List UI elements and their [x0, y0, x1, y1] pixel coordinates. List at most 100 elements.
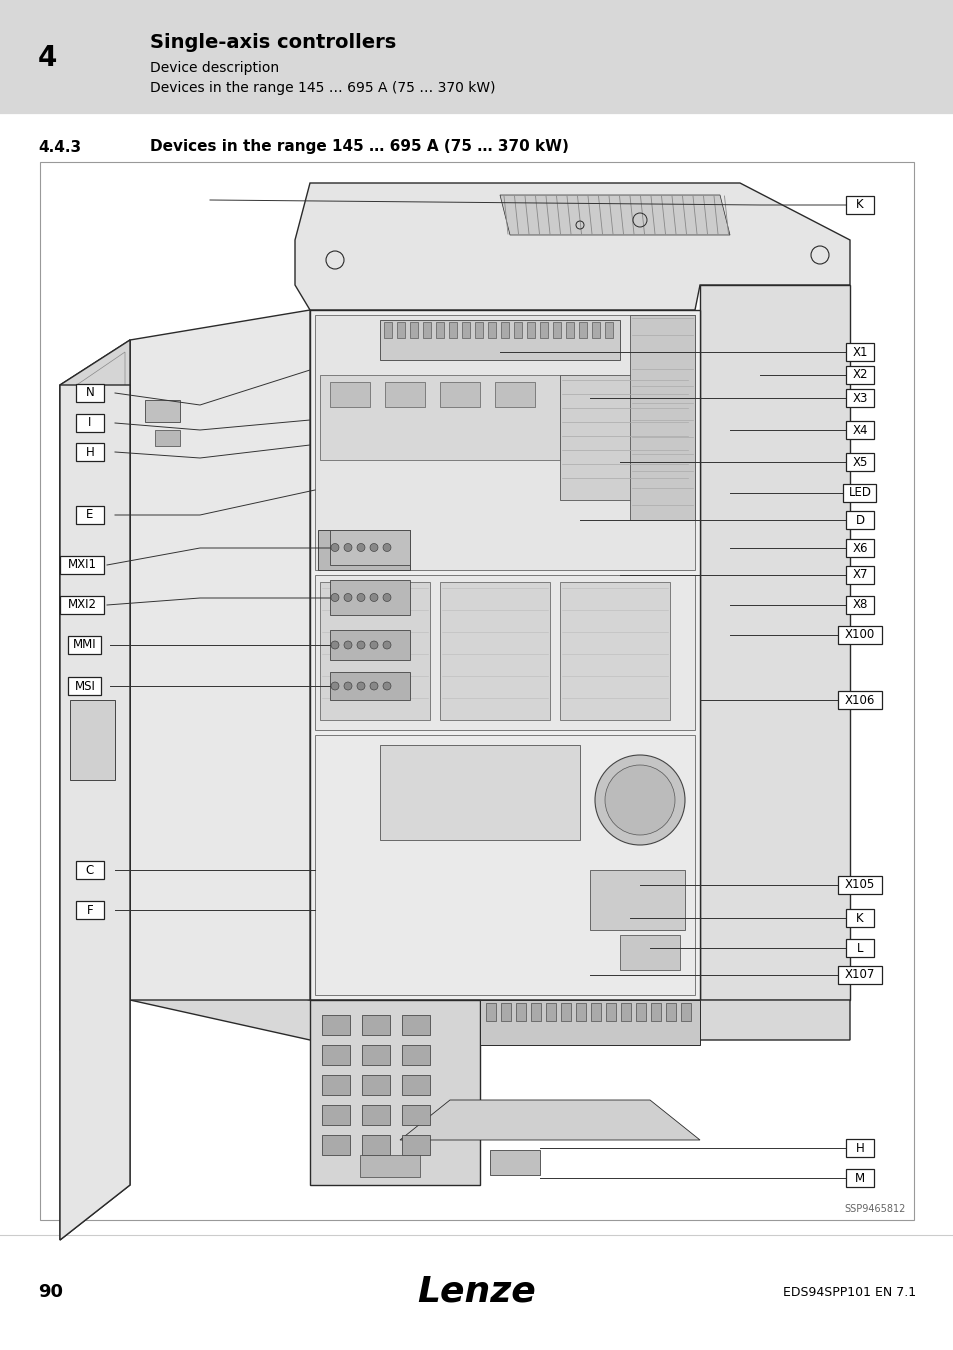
Polygon shape — [310, 1000, 479, 1185]
Bar — [322, 1075, 350, 1095]
Bar — [322, 1106, 350, 1125]
Bar — [361, 1015, 390, 1035]
Bar — [485, 1003, 496, 1021]
Text: SSP9465812: SSP9465812 — [843, 1204, 905, 1214]
Text: EDS94SPP101 EN 7.1: EDS94SPP101 EN 7.1 — [782, 1285, 915, 1299]
Polygon shape — [60, 340, 130, 1050]
Bar — [40, 162, 913, 1220]
Bar — [620, 1003, 630, 1021]
Circle shape — [370, 544, 377, 552]
Circle shape — [331, 544, 338, 552]
Polygon shape — [314, 315, 695, 570]
Polygon shape — [589, 869, 684, 930]
Bar — [845, 1139, 873, 1157]
Bar — [845, 389, 873, 406]
Circle shape — [344, 682, 352, 690]
Bar — [60, 595, 104, 614]
Text: Single-axis controllers: Single-axis controllers — [150, 32, 395, 51]
Bar — [845, 1169, 873, 1187]
Bar — [488, 323, 496, 338]
Text: X105: X105 — [844, 879, 874, 891]
Polygon shape — [60, 1000, 130, 1241]
Text: LED: LED — [847, 486, 871, 500]
Bar — [514, 323, 521, 338]
Text: E: E — [86, 509, 93, 521]
Bar — [359, 1156, 419, 1177]
Bar — [500, 1003, 511, 1021]
Text: H: H — [855, 1142, 863, 1154]
Polygon shape — [499, 194, 729, 235]
Circle shape — [382, 641, 391, 649]
Text: 4: 4 — [38, 45, 57, 72]
Bar — [385, 382, 424, 406]
Bar — [396, 323, 405, 338]
Polygon shape — [130, 310, 310, 1000]
Bar — [76, 414, 104, 432]
Text: K: K — [855, 911, 862, 925]
Polygon shape — [399, 1100, 700, 1139]
Bar — [436, 323, 443, 338]
Text: K: K — [855, 198, 862, 212]
Text: L: L — [856, 941, 862, 954]
Bar — [422, 323, 431, 338]
Circle shape — [370, 594, 377, 602]
Bar — [604, 323, 613, 338]
Polygon shape — [559, 375, 689, 500]
Bar — [553, 323, 560, 338]
Text: M: M — [854, 1172, 864, 1184]
Circle shape — [370, 641, 377, 649]
Bar — [845, 539, 873, 558]
Bar — [330, 382, 370, 406]
Bar — [330, 531, 410, 566]
Circle shape — [356, 682, 365, 690]
Text: X7: X7 — [851, 568, 867, 582]
Circle shape — [356, 641, 365, 649]
Bar — [0, 115, 953, 1235]
Text: X8: X8 — [851, 598, 867, 612]
Bar — [650, 1003, 660, 1021]
Bar — [361, 1045, 390, 1065]
Polygon shape — [319, 582, 430, 720]
Bar — [461, 323, 470, 338]
Bar — [560, 1003, 571, 1021]
Bar — [845, 366, 873, 383]
Circle shape — [331, 594, 338, 602]
Circle shape — [382, 594, 391, 602]
Bar — [495, 382, 535, 406]
Bar — [69, 676, 101, 695]
Bar — [76, 506, 104, 524]
Circle shape — [370, 682, 377, 690]
Bar — [439, 382, 479, 406]
Polygon shape — [317, 531, 410, 570]
Polygon shape — [130, 960, 849, 1040]
Bar — [539, 323, 547, 338]
Bar — [475, 323, 482, 338]
Text: Devices in the range 145 … 695 A (75 … 370 kW): Devices in the range 145 … 695 A (75 … 3… — [150, 81, 495, 95]
Bar — [401, 1015, 430, 1035]
Bar — [500, 323, 509, 338]
Bar — [401, 1106, 430, 1125]
Bar — [845, 512, 873, 529]
Text: X6: X6 — [851, 541, 867, 555]
Bar — [490, 1150, 539, 1174]
Bar — [605, 1003, 616, 1021]
Bar — [545, 1003, 556, 1021]
Bar — [531, 1003, 540, 1021]
Bar — [322, 1045, 350, 1065]
Text: Device description: Device description — [150, 61, 279, 76]
Bar — [69, 636, 101, 653]
Bar — [845, 343, 873, 360]
Text: D: D — [855, 513, 863, 526]
Polygon shape — [700, 285, 849, 1000]
Bar — [845, 595, 873, 614]
Polygon shape — [479, 1000, 700, 1045]
Bar — [590, 1003, 600, 1021]
Bar — [401, 1135, 430, 1156]
Bar — [516, 1003, 525, 1021]
Circle shape — [331, 641, 338, 649]
Bar — [845, 196, 873, 215]
Text: X2: X2 — [851, 369, 867, 382]
Bar — [842, 485, 876, 502]
Text: X3: X3 — [851, 392, 867, 405]
Bar — [330, 580, 410, 616]
